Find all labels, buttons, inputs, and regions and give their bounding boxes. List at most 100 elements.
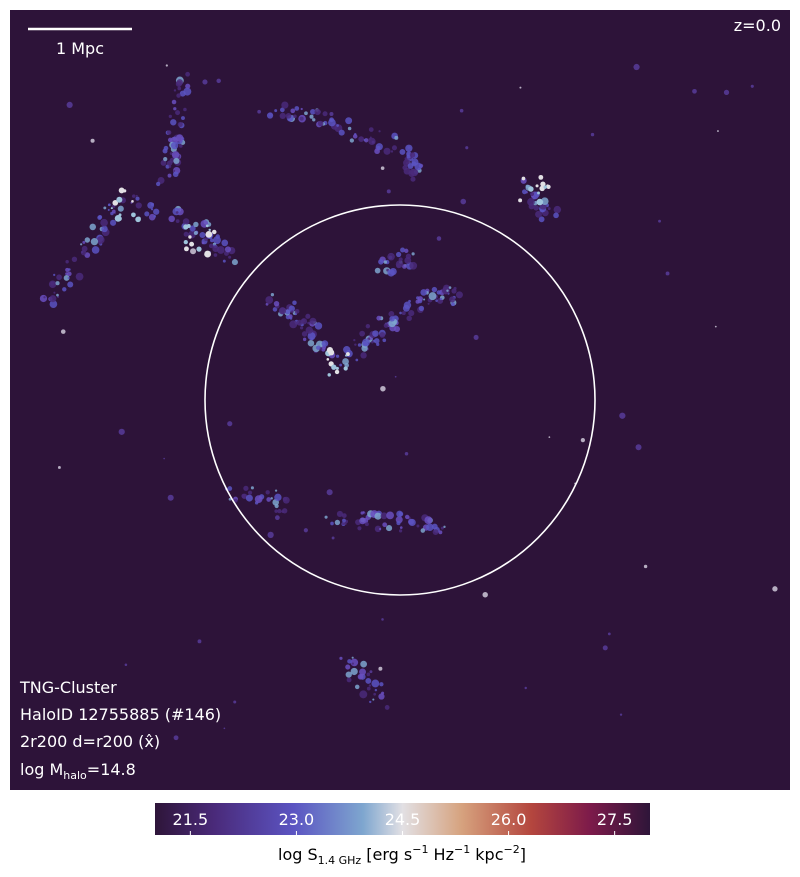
emission-blob: [304, 111, 308, 116]
emission-blob: [607, 632, 611, 636]
emission-blob: [347, 126, 352, 131]
emission-blob: [156, 181, 161, 187]
emission-blob: [193, 221, 199, 228]
emission-blob: [408, 518, 416, 527]
emission-blob: [350, 667, 358, 676]
emission-blob: [56, 293, 59, 297]
emission-blob: [415, 299, 420, 304]
emission-blob: [165, 64, 168, 67]
emission-blob: [170, 141, 179, 150]
emission-blob: [411, 252, 415, 256]
emission-blob: [546, 184, 551, 190]
emission-blob: [404, 257, 412, 264]
emission-blob: [362, 511, 365, 514]
emission-blob: [543, 185, 547, 189]
emission-blob: [67, 277, 70, 280]
emission-blob: [185, 83, 191, 89]
emission-blob: [184, 246, 189, 252]
emission-blob: [635, 444, 642, 451]
emission-blob: [344, 522, 347, 525]
superscript: −1: [412, 843, 428, 856]
emission-blob: [97, 236, 105, 244]
emission-blob: [405, 144, 413, 152]
emission-blob: [371, 679, 380, 688]
emission-blob: [365, 323, 371, 329]
emission-blob: [536, 198, 544, 206]
emission-blob: [208, 228, 211, 232]
scale-bar-label: 1 Mpc: [56, 39, 104, 58]
emission-blob: [451, 288, 457, 294]
emission-blob: [363, 139, 366, 142]
emission-blob: [301, 331, 308, 337]
emission-blob: [339, 363, 343, 367]
emission-blob: [131, 212, 136, 218]
emission-blob: [548, 436, 551, 439]
emission-blob: [359, 517, 367, 525]
emission-blob: [175, 134, 184, 142]
emission-blob: [223, 727, 226, 730]
emission-blob: [387, 252, 395, 261]
emission-blob: [553, 212, 559, 219]
emission-blob: [310, 108, 316, 115]
emission-blob: [527, 198, 535, 206]
emission-blob: [177, 121, 183, 127]
emission-blob: [201, 241, 205, 245]
emission-blob: [465, 146, 469, 150]
emission-blob: [189, 241, 195, 247]
emission-blob: [374, 267, 381, 274]
emission-blob: [185, 71, 190, 77]
emission-blob: [378, 130, 381, 133]
emission-blob: [231, 259, 238, 266]
emission-blob: [132, 194, 136, 198]
emission-blob: [354, 343, 357, 346]
emission-blob: [403, 167, 411, 175]
emission-map: [39, 63, 778, 744]
emission-blob: [167, 494, 174, 501]
emission-blob: [723, 89, 730, 96]
emission-blob: [312, 118, 316, 122]
emission-blob: [212, 229, 217, 235]
emission-blob: [227, 486, 233, 491]
emission-blob: [111, 209, 116, 214]
emission-blob: [353, 339, 356, 342]
emission-blob: [399, 311, 402, 315]
emission-blob: [369, 670, 373, 674]
emission-blob: [379, 682, 384, 687]
emission-blob: [400, 247, 406, 253]
emission-blob: [380, 512, 388, 520]
emission-blob: [56, 274, 62, 281]
emission-blob: [71, 256, 78, 262]
emission-blob: [406, 154, 411, 159]
emission-blob: [80, 243, 83, 246]
emission-blob: [307, 321, 310, 325]
emission-blob: [343, 366, 348, 371]
emission-blob: [166, 130, 172, 135]
emission-blob: [267, 531, 274, 539]
emission-blob: [443, 525, 446, 528]
emission-blob: [524, 686, 527, 690]
annotation: 2r200 d=r200 (x̂): [20, 732, 160, 751]
emission-blob: [291, 310, 294, 314]
emission-blob: [302, 337, 307, 342]
emission-blob: [183, 224, 189, 230]
emission-blob: [482, 592, 488, 598]
emission-blob: [131, 200, 134, 203]
emission-blob: [213, 253, 218, 257]
emission-blob: [290, 108, 296, 114]
superscript: −2: [504, 843, 520, 856]
emission-blob: [177, 86, 182, 91]
emission-blob: [408, 299, 411, 303]
emission-blob: [398, 511, 404, 517]
emission-blob: [386, 525, 393, 532]
emission-blob: [382, 522, 388, 528]
colorbar-tick-label: 27.5: [597, 810, 633, 829]
emission-blob: [341, 513, 347, 518]
emission-blob: [289, 317, 293, 320]
emission-blob: [336, 124, 339, 127]
emission-blob: [383, 147, 391, 155]
emission-blob: [428, 292, 437, 301]
emission-blob: [535, 210, 542, 218]
emission-blob: [537, 191, 540, 195]
emission-blob: [196, 246, 202, 252]
subscript: halo: [63, 769, 87, 782]
